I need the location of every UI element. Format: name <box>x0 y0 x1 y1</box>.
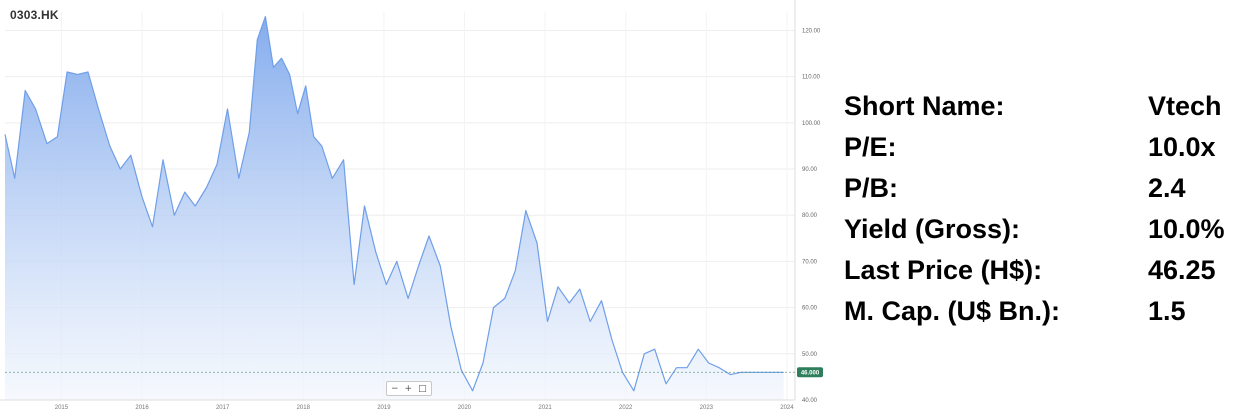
stat-value: 46.25 <box>1148 255 1216 285</box>
x-tick-label: 2019 <box>377 405 391 411</box>
price-chart-panel: 40.00 50.00 60.00 70.00 80.00 90.00 100.00 110.… <box>0 0 823 411</box>
stat-label: P/E: <box>844 132 897 162</box>
x-tick-label: 2021 <box>538 405 552 411</box>
y-tick-label: 100.00 <box>802 121 821 127</box>
zoom-out-button[interactable]: − <box>391 383 399 394</box>
stat-row-yield: Yield (Gross): 10.0% <box>844 209 1244 250</box>
y-tick-label: 50.00 <box>802 352 818 358</box>
x-tick-label: 2016 <box>135 405 149 411</box>
stat-label: M. Cap. (U$ Bn.): <box>844 296 1060 326</box>
stat-value: 1.5 <box>1148 296 1186 326</box>
stat-label: P/B: <box>844 173 898 203</box>
zoom-reset-button[interactable]: □ <box>418 383 427 394</box>
y-tick-label: 80.00 <box>802 213 818 219</box>
price-area <box>4 16 784 400</box>
x-tick-label: 2022 <box>619 405 633 411</box>
y-tick-label: 40.00 <box>802 398 818 404</box>
axes: 40.00 50.00 60.00 70.00 80.00 90.00 100.00 110.… <box>0 0 823 411</box>
last-price-badge <box>797 367 823 378</box>
ticker-label: 0303.HK <box>10 8 59 22</box>
stat-value: 10.0% <box>1148 214 1225 244</box>
zoom-controls[interactable]: − + □ <box>386 381 432 396</box>
stat-row-last-price: Last Price (H$): 46.25 <box>844 250 1244 291</box>
x-tick-label: 2017 <box>216 405 230 411</box>
y-tick-label: 120.00 <box>802 28 821 34</box>
stat-row-pb: P/B: 2.4 <box>844 168 1244 209</box>
stat-value: Vtech <box>1148 91 1222 121</box>
y-tick-label: 110.00 <box>802 75 821 81</box>
x-tick-label: 2020 <box>458 405 472 411</box>
last-price-label: 46.000 <box>801 370 820 376</box>
stat-value: 10.0x <box>1148 132 1216 162</box>
y-tick-label: 70.00 <box>802 259 818 265</box>
x-tick-label: 2015 <box>55 405 69 411</box>
x-tick-label: 2023 <box>700 405 714 411</box>
stat-label: Last Price (H$): <box>844 255 1043 285</box>
price-line <box>4 16 784 392</box>
x-tick-label: 2024 <box>780 405 794 411</box>
x-tick-label: 2018 <box>297 405 311 411</box>
stat-label: Yield (Gross): <box>844 214 1021 244</box>
y-tick-label: 60.00 <box>802 306 818 312</box>
stat-row-pe: P/E: 10.0x <box>844 127 1244 168</box>
stat-label: Short Name: <box>844 91 1005 121</box>
y-tick-label: 90.00 <box>802 167 818 173</box>
stat-row-short-name: Short Name: Vtech <box>844 86 1244 127</box>
stat-value: 2.4 <box>1148 173 1186 203</box>
stats-panel: Short Name: Vtech P/E: 10.0x P/B: 2.4 Yi… <box>844 86 1244 332</box>
stat-row-market-cap: M. Cap. (U$ Bn.): 1.5 <box>844 291 1244 332</box>
price-area-fill <box>5 16 784 400</box>
zoom-in-button[interactable]: + <box>404 383 413 394</box>
price-chart: 40.00 50.00 60.00 70.00 80.00 90.00 100.00 110.… <box>0 0 823 411</box>
